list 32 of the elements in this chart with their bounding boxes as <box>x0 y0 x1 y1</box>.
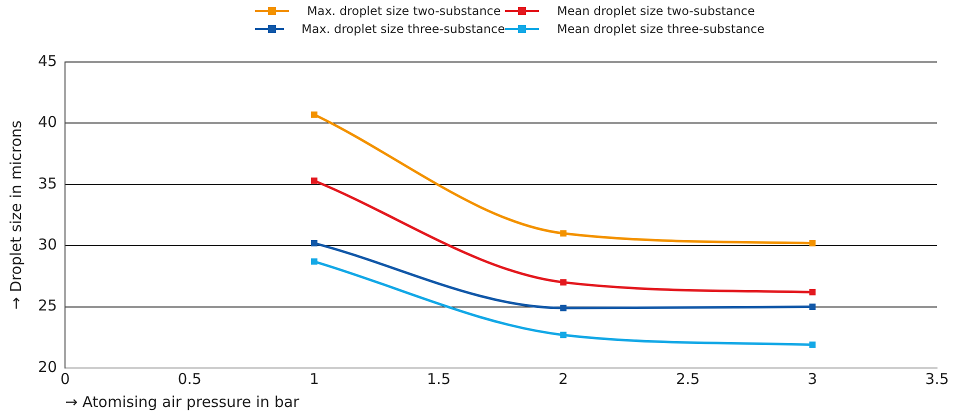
y-tick-label: 40 <box>38 113 58 132</box>
legend-label: Mean droplet size two-substance <box>557 4 755 18</box>
point <box>311 240 318 246</box>
point <box>560 230 567 237</box>
legend-label: Max. droplet size three-substance <box>302 22 505 36</box>
y-tick-label: 30 <box>38 235 58 254</box>
point <box>809 240 816 246</box>
x-tick-label: 2 <box>558 370 568 388</box>
y-tick-label: 20 <box>38 358 58 376</box>
point <box>560 304 567 312</box>
point <box>311 258 318 265</box>
x-tick-label: 1 <box>309 370 319 388</box>
x-tick-label: 3 <box>808 370 818 388</box>
point <box>809 304 816 310</box>
point <box>311 178 318 184</box>
point <box>560 332 567 338</box>
y-axis-title: → Droplet size in microns <box>6 120 25 310</box>
x-tick-label: 0 <box>60 370 70 388</box>
x-tick-label: 1.5 <box>426 370 451 388</box>
x-tick-label: 0.5 <box>178 370 202 388</box>
y-tick-label: 25 <box>38 296 58 315</box>
legend-label: Max. droplet size two-substance <box>307 4 501 18</box>
x-tick-label: 2.5 <box>676 370 700 388</box>
y-tick-label: 45 <box>38 52 58 70</box>
point <box>809 342 816 348</box>
point <box>311 111 318 118</box>
point <box>809 288 816 296</box>
legend-label: Mean droplet size three-substance <box>557 22 765 36</box>
point <box>560 279 567 286</box>
x-tick-label: 3.5 <box>925 370 949 388</box>
x-axis-title: → Atomising air pressure in bar <box>65 392 300 411</box>
y-tick-label: 35 <box>38 174 58 192</box>
